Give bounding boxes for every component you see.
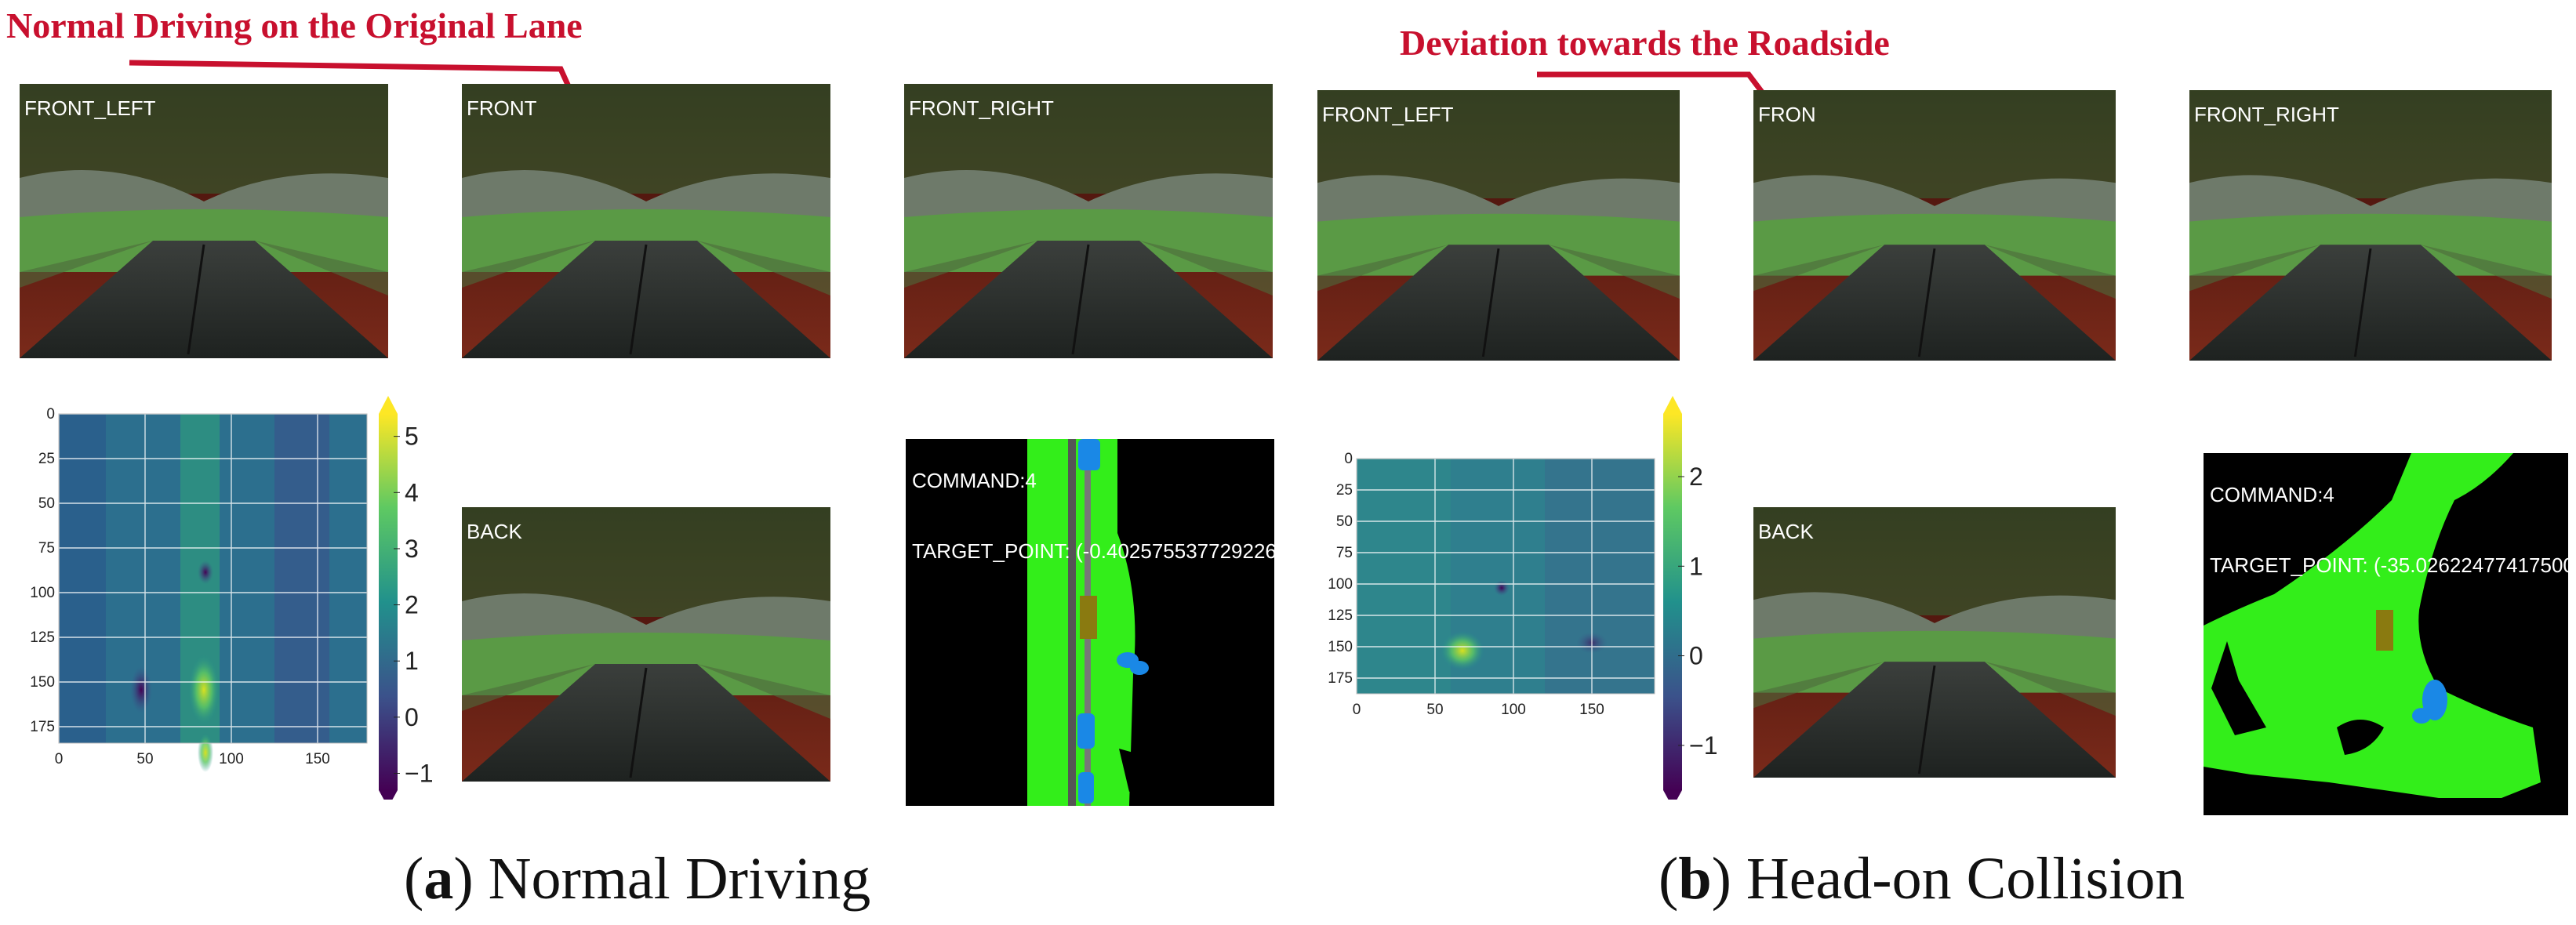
x-tick: 0	[1353, 702, 1361, 718]
colorbar-tick: 1	[405, 647, 419, 675]
colorbar-tick: 2	[1689, 462, 1703, 491]
camera-label: FRONT_RIGHT	[909, 96, 1054, 120]
y-tick: 100	[30, 585, 55, 601]
y-tick: 175	[30, 719, 55, 735]
feature-heatmap: 0 25 50 75 100 125 150 175 0 50 100 150 …	[1328, 396, 1717, 800]
bev-command: COMMAND:4	[912, 469, 1037, 492]
y-tick: 100	[1328, 576, 1353, 593]
bev-map: COMMAND:4 TARGET_POINT: (-35.02622477417…	[2204, 453, 2568, 815]
y-tick: 75	[1336, 545, 1353, 561]
x-tick: 100	[1501, 702, 1526, 718]
y-tick: 0	[1344, 451, 1353, 467]
camera-back: BACK	[1753, 507, 2116, 778]
camera-label: BACK	[467, 520, 522, 543]
caption-b: (b) Head-on Collision	[1659, 846, 2185, 912]
bev-target-point: TARGET_POINT: (-35.02622477417500	[2210, 553, 2568, 577]
colorbar-tick: −1	[1689, 731, 1717, 760]
colorbar-tick: 3	[405, 535, 419, 563]
annotation-normal-driving: Normal Driving on the Original Lane	[6, 5, 583, 45]
y-tick: 125	[30, 629, 55, 646]
colorbar-tick: 0	[405, 703, 419, 731]
colorbar-tick: 5	[405, 423, 419, 451]
y-tick: 0	[46, 406, 55, 423]
x-tick: 50	[136, 751, 153, 767]
camera-label: FRONT_RIGHT	[2194, 103, 2339, 126]
x-tick: 150	[1579, 702, 1604, 718]
colorbar-tick: 2	[405, 591, 419, 619]
camera-front-left: FRONT_LEFT	[20, 84, 388, 358]
feature-heatmap: 0 25 50 75 100 125 150 175 0 50 100 150 …	[30, 396, 433, 800]
bev-command: COMMAND:4	[2210, 483, 2334, 506]
y-tick: 25	[1336, 482, 1353, 499]
x-tick: 0	[55, 751, 64, 767]
y-tick: 75	[38, 540, 55, 557]
x-tick: 50	[1426, 702, 1443, 718]
camera-front-left: FRONT_LEFT	[1317, 90, 1680, 361]
colorbar-tick: 4	[405, 478, 419, 506]
annotation-deviation: Deviation towards the Roadside	[1400, 23, 1890, 63]
colorbar-tick: 0	[1689, 642, 1703, 670]
y-tick: 50	[38, 495, 55, 512]
caption-a: (a) Normal Driving	[404, 846, 871, 912]
camera-label: BACK	[1758, 520, 1814, 543]
y-tick: 150	[1328, 639, 1353, 655]
colorbar	[1663, 396, 1682, 800]
y-tick: 50	[1336, 513, 1353, 530]
bev-target-point: TARGET_POINT: (-0.402575537729226	[912, 539, 1274, 563]
x-tick: 150	[305, 751, 330, 767]
camera-front: FRON	[1753, 90, 2116, 361]
y-tick: 25	[38, 451, 55, 467]
bev-map: COMMAND:4 TARGET_POINT: (-0.402575537729…	[906, 439, 1274, 806]
camera-front-right: FRONT_RIGHT	[2189, 90, 2552, 361]
y-tick: 175	[1328, 670, 1353, 687]
colorbar	[379, 396, 398, 800]
camera-label: FRONT_LEFT	[24, 96, 156, 120]
y-tick: 125	[1328, 608, 1353, 624]
camera-label: FRONT	[467, 96, 537, 120]
x-tick: 100	[219, 751, 244, 767]
camera-label: FRON	[1758, 103, 1816, 126]
camera-label: FRONT_LEFT	[1322, 103, 1454, 126]
camera-back: BACK	[462, 507, 830, 782]
colorbar-tick: −1	[405, 760, 433, 788]
y-tick: 150	[30, 674, 55, 691]
colorbar-tick: 1	[1689, 552, 1703, 580]
camera-front-right: FRONT_RIGHT	[904, 84, 1273, 358]
camera-front: FRONT	[462, 84, 830, 358]
